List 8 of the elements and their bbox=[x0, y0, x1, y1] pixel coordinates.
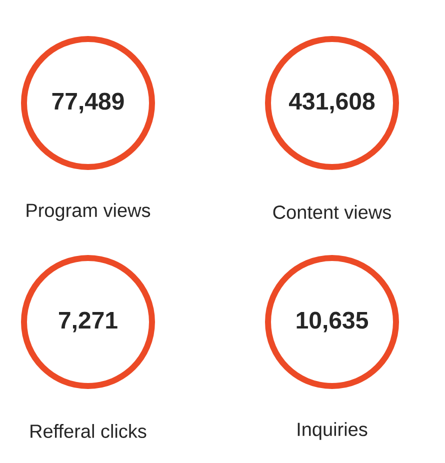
category-label: Inquiries bbox=[298, 422, 368, 440]
data-label: 431,608 bbox=[288, 92, 375, 114]
category-label: Content views bbox=[273, 205, 391, 219]
data-label: 10,635 bbox=[296, 312, 368, 332]
category-label: Refferal clicks bbox=[30, 424, 146, 438]
category-label: Program views bbox=[26, 203, 150, 221]
data-label: 7,271 bbox=[59, 312, 118, 332]
data-label: 77,489 bbox=[52, 92, 124, 114]
